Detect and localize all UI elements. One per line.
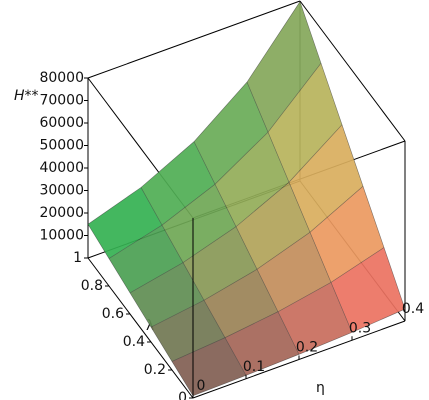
- y-tick-label: 0: [178, 390, 187, 400]
- surface-patch: [225, 311, 299, 376]
- mesh-line: [87, 224, 194, 396]
- x-axis-label: η: [316, 380, 325, 396]
- box-edge: [87, 257, 194, 399]
- surface-patch: [172, 337, 246, 396]
- surface-patch: [194, 82, 268, 185]
- box-edge: [87, 0, 301, 79]
- x-tick-label: 0.2: [296, 340, 318, 356]
- x-tick-label: 0.1: [243, 359, 265, 375]
- z-tick-label: 10000: [39, 228, 84, 244]
- y-tick-label: 0.8: [81, 278, 103, 294]
- x-tick-label: 0.4: [402, 301, 424, 317]
- z-tick-label: 60000: [39, 115, 84, 131]
- mesh-line: [246, 82, 353, 333]
- surface-patch: [247, 1, 321, 133]
- z-tick-label: 40000: [39, 160, 84, 176]
- mesh-line: [299, 1, 406, 310]
- surface-patch: [141, 141, 215, 226]
- surface-patch: [278, 282, 352, 355]
- surface-patch: [162, 184, 236, 263]
- z-tick-label: 80000: [39, 70, 84, 86]
- surface-patch: [331, 247, 405, 333]
- surface-patch: [257, 232, 331, 312]
- y-tick-label: 0.6: [102, 306, 124, 322]
- surface-patch: [268, 63, 342, 183]
- surface-patch: [236, 182, 310, 270]
- z-tick-label: 30000: [39, 183, 84, 199]
- x-tick-label: 0: [197, 378, 206, 394]
- surface-patch: [289, 124, 363, 233]
- x-tick-label: 0.3: [349, 320, 371, 336]
- box-edge: [299, 0, 406, 142]
- surface-patch: [215, 132, 289, 227]
- y-tick-label: 0.4: [123, 334, 145, 350]
- surface-patch: [88, 187, 162, 259]
- surface-patch: [151, 300, 225, 362]
- surface-patch: [109, 225, 183, 293]
- z-tick-label: 20000: [39, 205, 84, 221]
- surface-patch: [183, 226, 257, 301]
- surface-patch: [130, 262, 204, 328]
- y-tick-label: 1: [73, 250, 82, 266]
- z-tick-label: 50000: [39, 138, 84, 154]
- y-tick-label: 0.2: [144, 362, 166, 378]
- z-axis-label: H**: [14, 88, 39, 104]
- surface-patch: [310, 186, 384, 283]
- z-tick-label: 70000: [39, 93, 84, 109]
- mesh-line: [193, 141, 300, 355]
